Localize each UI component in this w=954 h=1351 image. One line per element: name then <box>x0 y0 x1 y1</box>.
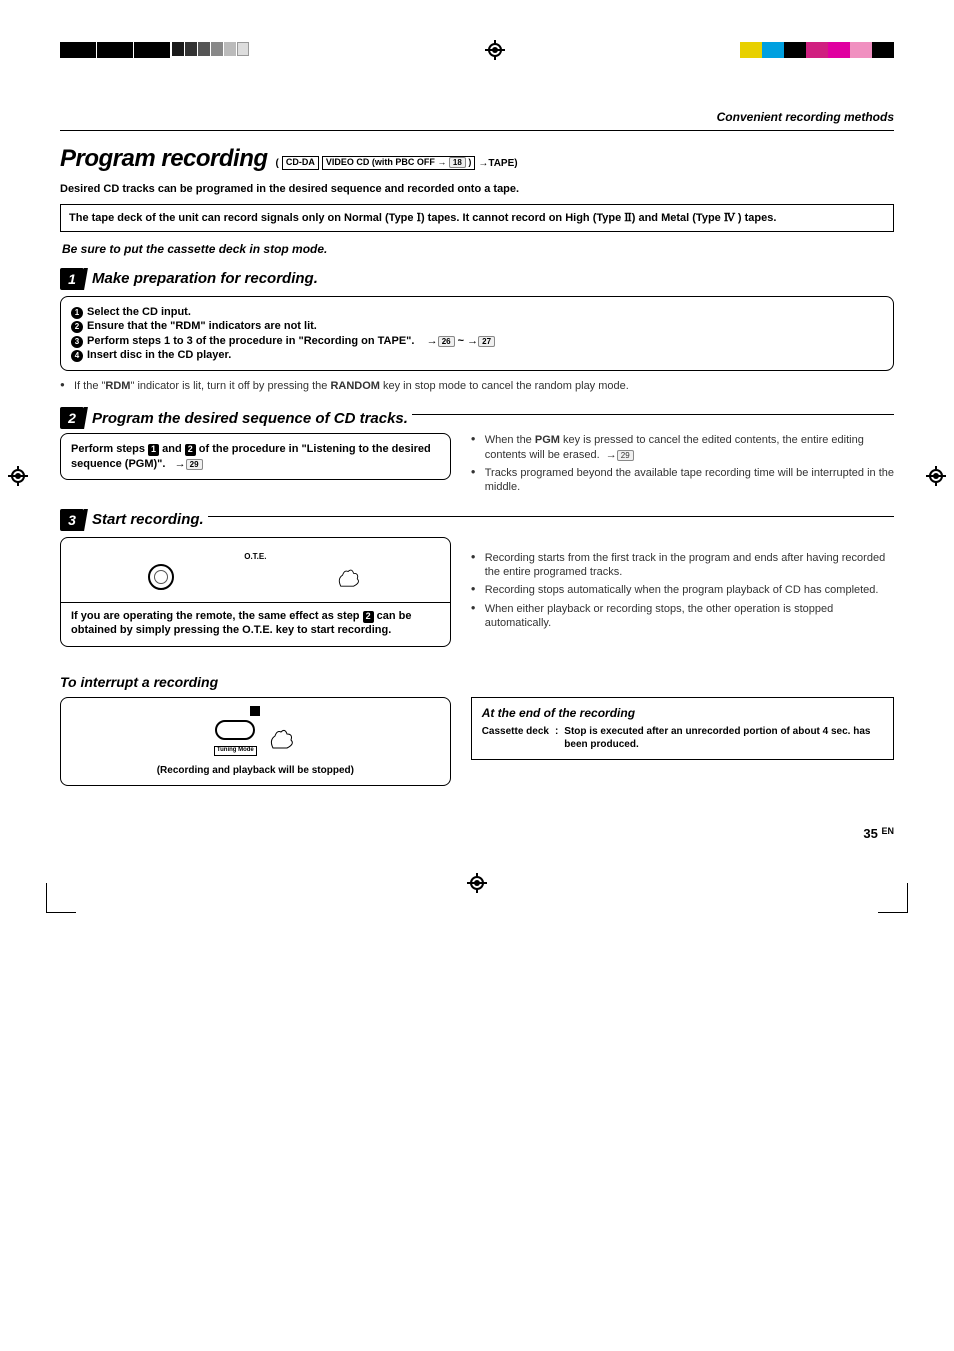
page-num: 35 <box>863 826 877 841</box>
note-text: ) and Metal (Type <box>632 212 724 224</box>
substep-1-icon: 1 <box>71 307 83 319</box>
stop-icon <box>250 706 260 716</box>
rdm-note: If the "RDM" indicator is lit, turn it o… <box>60 379 894 393</box>
stop-button-icon <box>215 720 255 740</box>
rec-start-note: Recording starts from the first track in… <box>471 551 894 580</box>
step-1-body: 1 Select the CD input. 2 Ensure that the "… <box>60 296 894 371</box>
step-3-notes: Recording starts from the first track in… <box>471 551 894 630</box>
tape-type-note: The tape deck of the unit can record sig… <box>60 204 894 232</box>
step-badge-icon: 3 <box>60 509 84 531</box>
pgm-cancel-note: When the PGM key is pressed to cancel th… <box>471 433 894 462</box>
stop-mode-notice: Be sure to put the cassette deck in stop… <box>62 242 894 258</box>
end-value: Stop is executed after an unrecorded por… <box>564 725 883 751</box>
step-1-notes: If the "RDM" indicator is lit, turn it o… <box>60 379 894 393</box>
interrupt-caption: (Recording and playback will be stopped) <box>69 764 442 777</box>
reg-right-colorbar <box>740 42 894 58</box>
leader-line <box>208 516 894 517</box>
substep-4-icon: 4 <box>71 350 83 362</box>
end-title: At the end of the recording <box>482 706 883 722</box>
substep-2-icon: 2 <box>71 321 83 333</box>
step-2-notes: When the PGM key is pressed to cancel th… <box>471 433 894 494</box>
title-paren-open: ( <box>276 157 279 170</box>
print-registration-bar <box>60 40 894 60</box>
range-tilde: ~ <box>458 335 464 347</box>
vcd-label: VIDEO CD (with PBC OFF <box>326 157 435 167</box>
substep-4: Insert disc in the CD player. <box>87 349 231 361</box>
step-1-header: 1 Make preparation for recording. <box>60 268 894 290</box>
roman-2: Ⅱ <box>624 212 631 224</box>
page-ref: 26 <box>438 336 455 347</box>
black-num-2-icon: 2 <box>185 444 196 456</box>
press-finger-icon <box>335 566 363 588</box>
step-3-header: 3 Start recording. <box>60 499 894 537</box>
step-2-header: 2 Program the desired sequence of CD tra… <box>60 397 894 433</box>
registration-mark-bottom <box>60 873 894 893</box>
black-num-1-icon: 1 <box>148 444 159 456</box>
divider <box>60 130 894 131</box>
page-lang: EN <box>881 826 894 836</box>
media-badge-cdda: CD-DA <box>282 156 319 170</box>
tuning-mode-label: Tuning Mode <box>214 746 257 756</box>
crop-mark-icon <box>878 883 908 913</box>
section-header: Convenient recording methods <box>60 110 894 126</box>
page-ref: 18 <box>449 157 466 168</box>
roman-4: Ⅳ <box>724 212 735 224</box>
overflow-note: Tracks programed beyond the available ta… <box>471 466 894 495</box>
step-3-title: Start recording. <box>92 510 204 530</box>
note-text: The tape deck of the unit can record sig… <box>69 212 417 224</box>
vcd-label-close: ) <box>468 157 471 167</box>
step-1-title: Make preparation for recording. <box>92 269 318 289</box>
step2-text: Perform steps <box>71 443 148 455</box>
crop-mark-icon <box>46 883 76 913</box>
note-text: ) tapes. It cannot record on High (Type <box>421 212 624 224</box>
intro-desc: Desired CD tracks can be programed in th… <box>60 182 894 196</box>
page-number: 35 EN <box>60 826 894 843</box>
title-context: ( CD-DA VIDEO CD (with PBC OFF → 18 ) →T… <box>276 156 518 170</box>
step-2-body: Perform steps 1 and 2 of the procedure i… <box>60 433 451 480</box>
substep-2: Ensure that the "RDM" indicators are not… <box>87 320 317 332</box>
registration-mark-icon <box>8 466 28 486</box>
ote-label: O.T.E. <box>71 552 440 562</box>
both-stop-note: When either playback or recording stops,… <box>471 602 894 631</box>
interrupt-box: Tuning Mode (Recording and playback will… <box>60 697 451 786</box>
page-ref: 29 <box>186 459 203 470</box>
end-key: Cassette deck <box>482 725 549 751</box>
media-badge-vcd: VIDEO CD (with PBC OFF → 18 ) <box>322 156 475 170</box>
page-ref: 27 <box>478 336 495 347</box>
black-num-2-icon: 2 <box>363 611 374 623</box>
reg-left-marks <box>60 42 250 58</box>
step-3-body: O.T.E. If you are operating the remote, … <box>60 537 451 647</box>
rec-stop-note: Recording stops automatically when the p… <box>471 583 894 597</box>
end-of-recording-box: At the end of the recording Cassette dec… <box>471 697 894 761</box>
ote-button-icon <box>148 564 174 590</box>
step3-text: If you are operating the remote, the sam… <box>71 610 363 622</box>
step-2-title: Program the desired sequence of CD track… <box>92 409 408 429</box>
substep-3: Perform steps 1 to 3 of the procedure in… <box>87 335 414 347</box>
step2-text: and <box>159 443 185 455</box>
step-badge-icon: 1 <box>60 268 84 290</box>
registration-mark-icon <box>926 466 946 486</box>
interrupt-title: To interrupt a recording <box>60 673 894 691</box>
arrow-tape: →TAPE) <box>478 157 517 170</box>
step-badge-icon: 2 <box>60 407 84 429</box>
page-ref: 29 <box>617 450 634 461</box>
note-text: ) tapes. <box>735 212 777 224</box>
press-finger-icon <box>267 725 297 751</box>
page-title: Program recording <box>60 143 268 174</box>
leader-line <box>412 414 894 415</box>
page-title-line: Program recording ( CD-DA VIDEO CD (with… <box>60 143 894 174</box>
substep-3-icon: 3 <box>71 336 83 348</box>
ote-illustration: O.T.E. <box>71 546 440 600</box>
end-sep: : <box>555 725 558 751</box>
registration-mark-icon <box>485 40 505 60</box>
substep-1: Select the CD input. <box>87 306 191 318</box>
